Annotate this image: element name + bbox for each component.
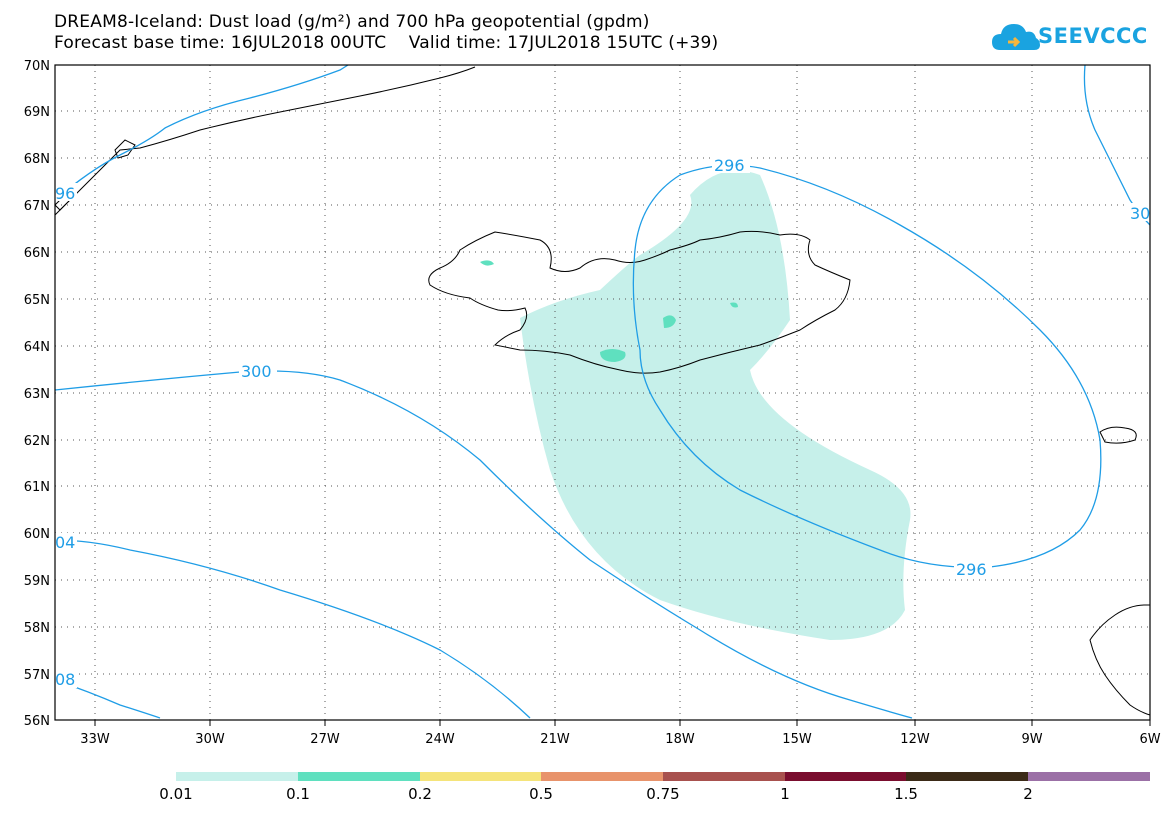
iceland-coast [428,230,851,374]
map-title: DREAM8-Iceland: Dust load (g/m²) and 700… [54,12,650,32]
contour-label: 30 [1130,204,1150,223]
lat-label: 68N [24,152,50,167]
lat-label: 65N [24,293,50,308]
colorbar-label: 0.75 [646,785,680,803]
lat-label: 56N [24,714,50,729]
colorbar-label: 0.1 [286,785,310,803]
lat-label: 64N [24,340,50,355]
contour-label: 04 [55,533,75,552]
contour-300-east [1083,64,1151,226]
axis-ticks [94,720,1151,726]
colorbar-label: 1.5 [894,785,918,803]
contour-296 [632,164,1102,569]
logo-text: SEEVCCC [1038,24,1148,48]
colorbar-segment [176,772,298,781]
colorbar-segment [420,772,541,781]
map-frame [54,64,1151,721]
lon-label: 9W [1021,732,1042,747]
contour-label: 08 [55,670,75,689]
contour-label: 96 [55,184,75,203]
lon-label: 6W [1139,732,1160,747]
latitude-labels: 70N 69N 68N 67N 66N 65N 64N 63N 62N 61N … [24,59,50,729]
lat-label: 58N [24,621,50,636]
colorbar-label: 1 [780,785,790,803]
lon-label: 18W [665,732,695,747]
lat-label: 70N [24,59,50,74]
lat-gridlines [55,110,1150,675]
contour-label: 300 [241,362,272,381]
colorbar-segment [906,772,1028,781]
lon-label: 15W [782,732,812,747]
cloud-icon [992,24,1040,50]
dust-area-mid [480,260,494,266]
greenland-coast [54,66,476,216]
colorbar-label: 0.01 [159,785,193,803]
colorbar-label: 0.5 [529,785,553,803]
lat-label: 60N [24,527,50,542]
lon-label: 27W [310,732,340,747]
lat-label: 62N [24,434,50,449]
lon-label: 24W [425,732,455,747]
longitude-labels: 33W 30W 27W 24W 21W 18W 15W 12W 9W 6W [80,732,1160,747]
faroe-coast [1099,426,1137,444]
colorbar-segment [541,772,663,781]
lat-label: 66N [24,246,50,261]
colorbar-segment [298,772,420,781]
lon-label: 21W [540,732,570,747]
contour-label: 296 [714,156,745,175]
lon-label: 30W [195,732,225,747]
contour-labels: 296 300 296 04 08 96 30 [55,155,1150,689]
lat-label: 61N [24,480,50,495]
lat-label: 63N [24,387,50,402]
colorbar-label: 0.2 [408,785,432,803]
colorbar-segment [663,772,785,781]
dust-area-mid [663,315,676,328]
dust-area-low [520,170,911,640]
contour-304 [54,539,531,719]
map-subtitle: Forecast base time: 16JUL2018 00UTC Vali… [54,33,719,53]
lat-label: 69N [24,105,50,120]
lon-label: 33W [80,732,110,747]
dust-area-mid [730,302,738,308]
lat-label: 67N [24,199,50,214]
lat-label: 57N [24,668,50,683]
colorbar-label: 2 [1023,785,1033,803]
colorbar-segment [785,772,906,781]
lat-label: 59N [24,574,50,589]
dust-load-shading [480,170,911,640]
contour-296-greenland [54,64,349,201]
lon-label: 12W [900,732,930,747]
contour-label: 296 [956,560,987,579]
dust-area-mid [600,349,626,362]
scotland-coast [1089,604,1151,716]
coastline [54,66,1151,716]
colorbar-segment [1028,772,1150,781]
